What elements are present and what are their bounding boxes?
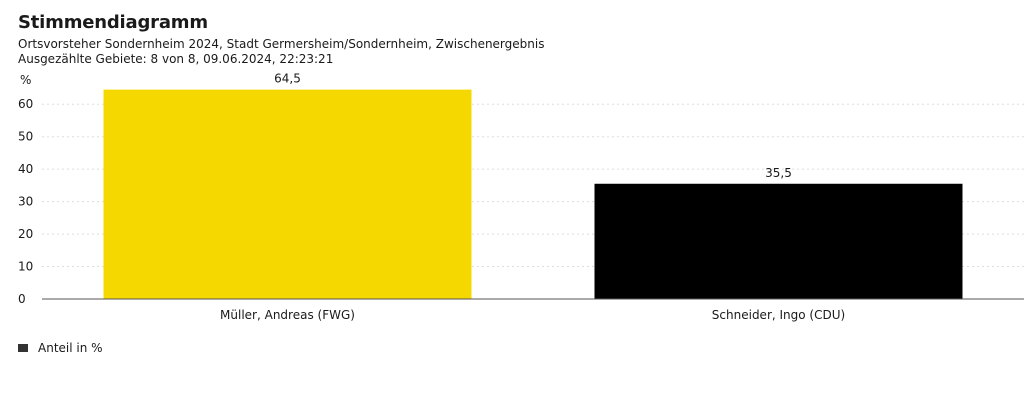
legend: Anteil in % (18, 341, 103, 355)
bar (594, 183, 963, 299)
y-axis-unit-label: % (20, 73, 31, 87)
chart-subtitle: Ortsvorsteher Sondernheim 2024, Stadt Ge… (18, 37, 545, 51)
y-tick-label: 30 (18, 195, 33, 209)
x-tick-label: Schneider, Ingo (CDU) (712, 308, 845, 322)
bar-value-label: 35,5 (765, 166, 792, 180)
legend-swatch (18, 344, 28, 352)
y-tick-label: 20 (18, 227, 33, 241)
bar (103, 89, 472, 299)
y-tick-label: 10 (18, 260, 33, 274)
x-tick-label: Müller, Andreas (FWG) (220, 308, 355, 322)
y-tick-label: 0 (18, 292, 26, 306)
legend-label: Anteil in % (38, 341, 103, 355)
y-tick-label: 40 (18, 162, 33, 176)
bar-value-label: 64,5 (274, 72, 301, 86)
y-tick-label: 50 (18, 130, 33, 144)
bar-chart: % 0 10 20 30 40 50 60 64,5 Müller, Andreas (FWG) 3… (18, 72, 1024, 322)
count-status: Ausgezählte Gebiete: 8 von 8, 09.06.2024… (18, 52, 334, 66)
chart-title: Stimmendiagramm (18, 12, 208, 33)
y-tick-label: 60 (18, 97, 33, 111)
